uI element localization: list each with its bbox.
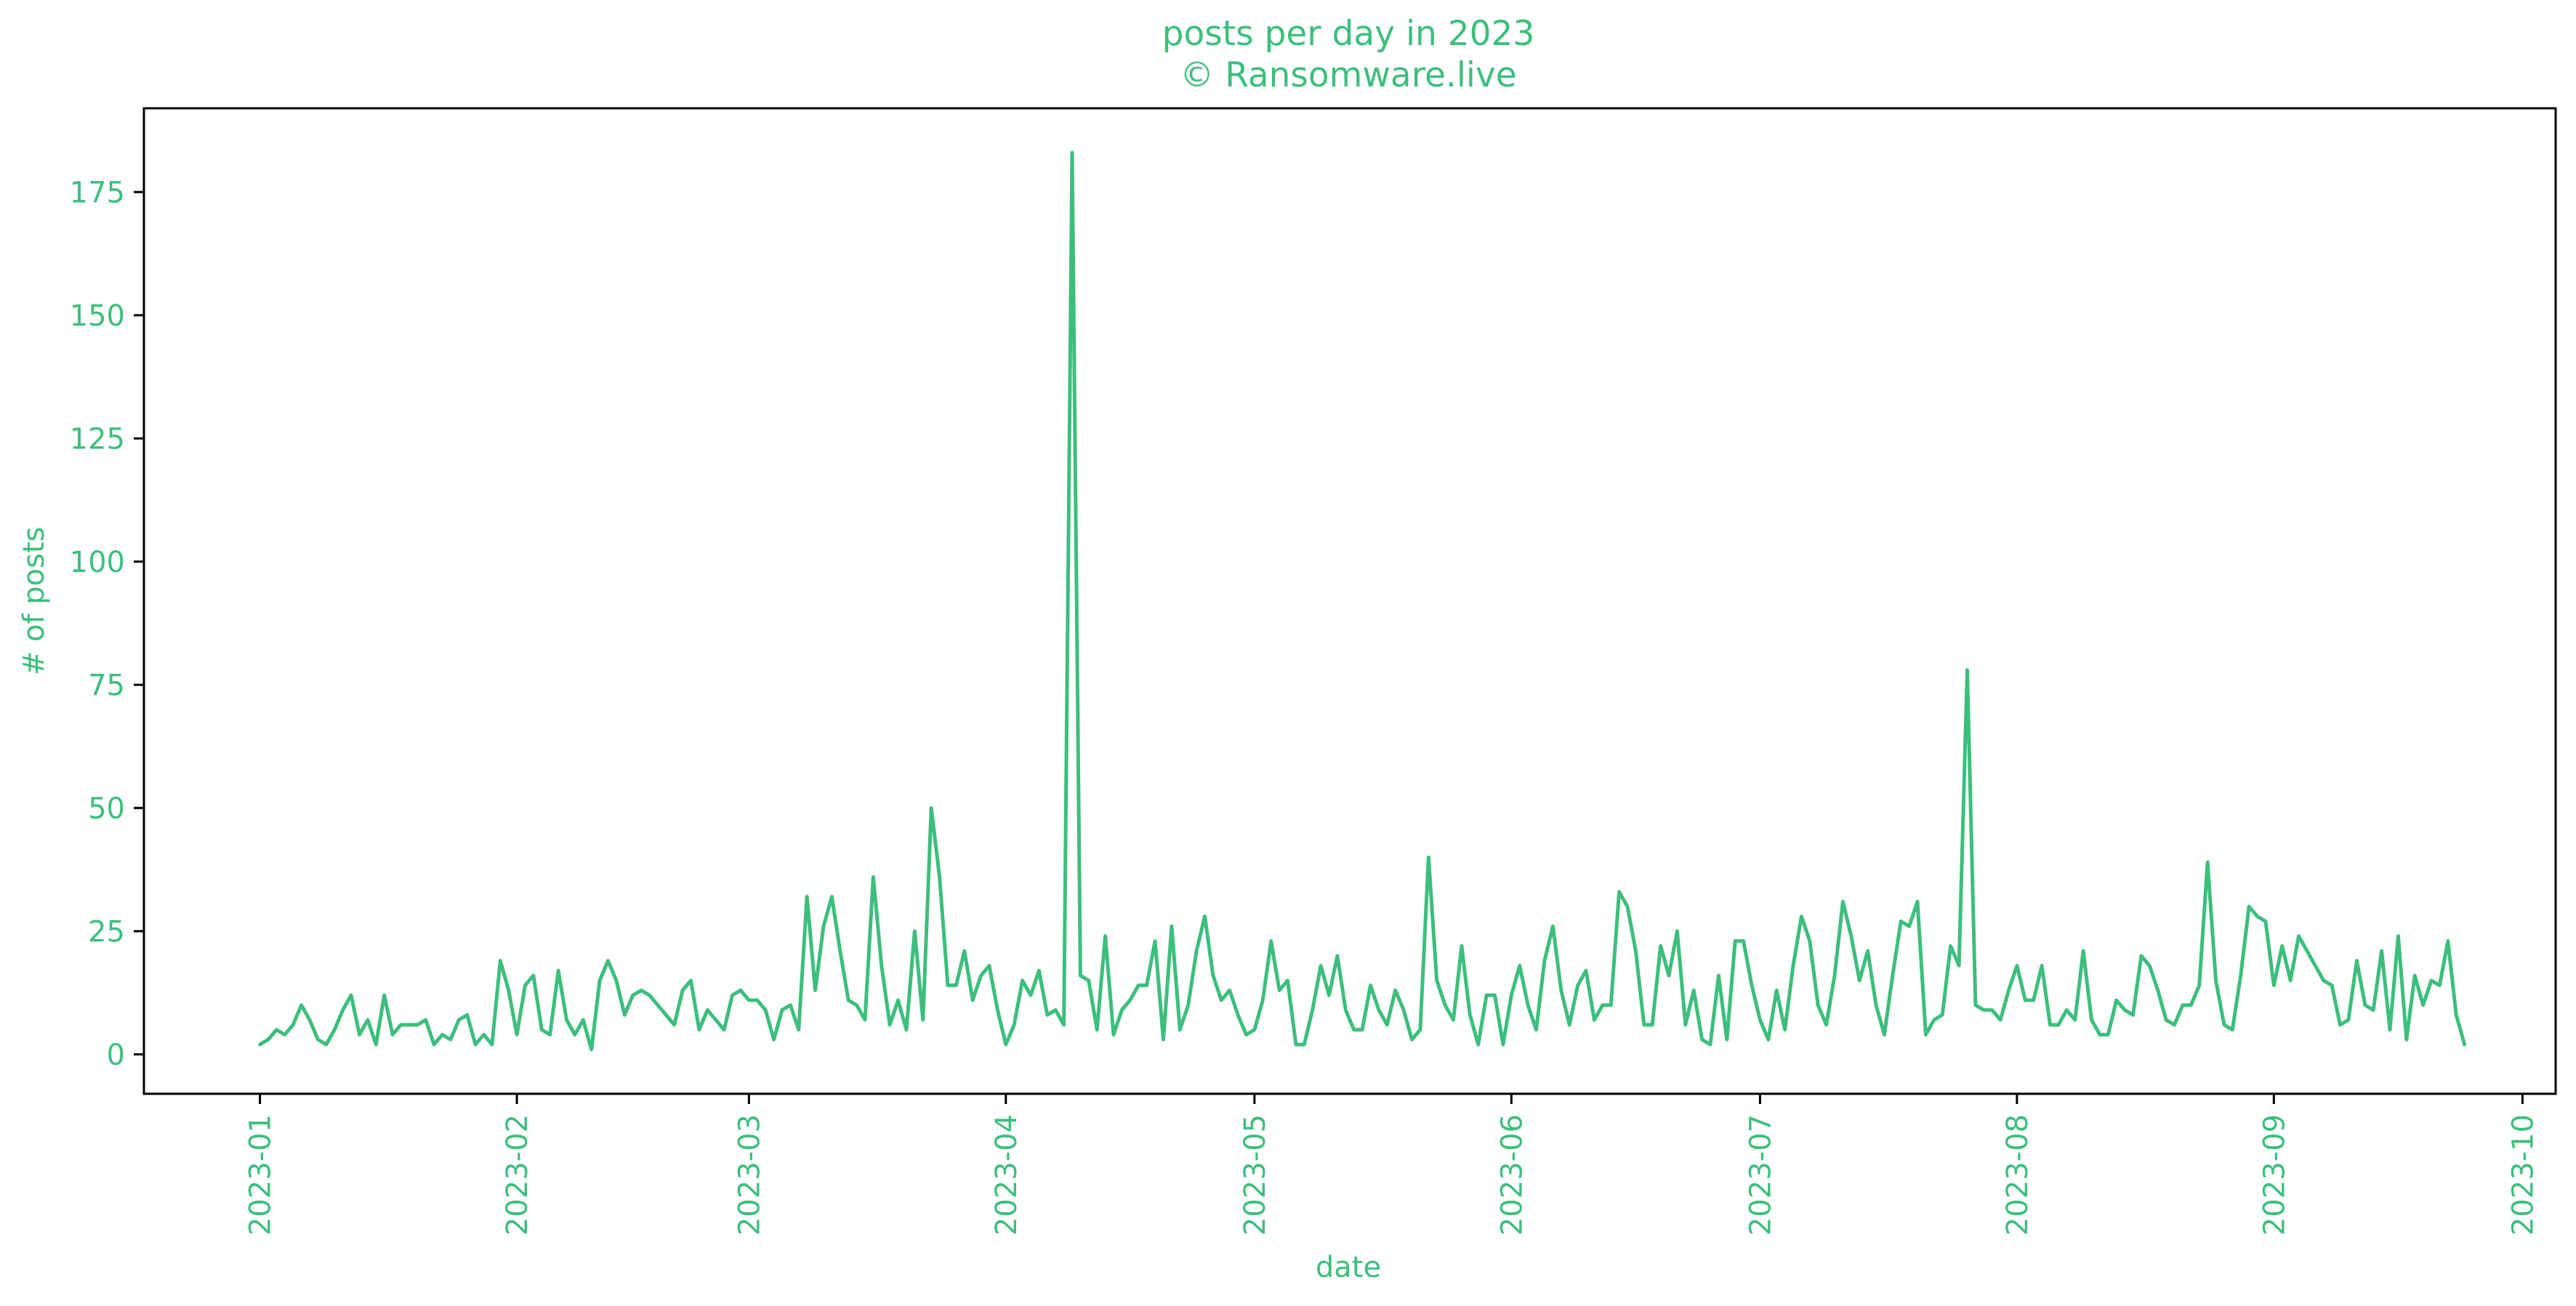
x-axis: 2023-01 2023-02 2023-03 2023-04 2023-05 2023-… (244, 1094, 2540, 1236)
x-tick-label: 2023-08 (2001, 1114, 2034, 1236)
y-tick-label: 175 (70, 176, 125, 209)
y-tick-label: 100 (70, 546, 125, 579)
y-axis: 0 25 50 75 100 125 150 175 (70, 176, 144, 1072)
plot-frame (142, 107, 2557, 1095)
y-tick-label: 25 (88, 915, 125, 948)
y-tick-label: 50 (88, 792, 125, 826)
x-tick-label: 2023-07 (1744, 1114, 1777, 1236)
y-tick-label: 125 (70, 422, 125, 456)
y-tick-label: 0 (107, 1039, 125, 1072)
y-axis-label: # of posts (17, 527, 51, 676)
x-tick-label: 2023-04 (990, 1114, 1023, 1236)
chart-subtitle: © Ransomware.live (1180, 55, 1516, 95)
y-tick-label: 150 (70, 299, 125, 333)
x-tick-label: 2023-10 (2506, 1114, 2540, 1236)
x-tick-label: 2023-05 (1239, 1114, 1272, 1236)
x-tick-label: 2023-03 (733, 1114, 766, 1236)
series-line (258, 150, 2467, 1052)
x-tick-label: 2023-09 (2258, 1114, 2291, 1236)
y-tick-label: 75 (88, 669, 125, 702)
x-tick-label: 2023-06 (1495, 1114, 1529, 1236)
x-tick-label: 2023-01 (244, 1114, 278, 1236)
chart-title: posts per day in 2023 (1162, 14, 1535, 54)
x-tick-label: 2023-02 (501, 1114, 534, 1236)
x-axis-label: date (1316, 1251, 1381, 1284)
